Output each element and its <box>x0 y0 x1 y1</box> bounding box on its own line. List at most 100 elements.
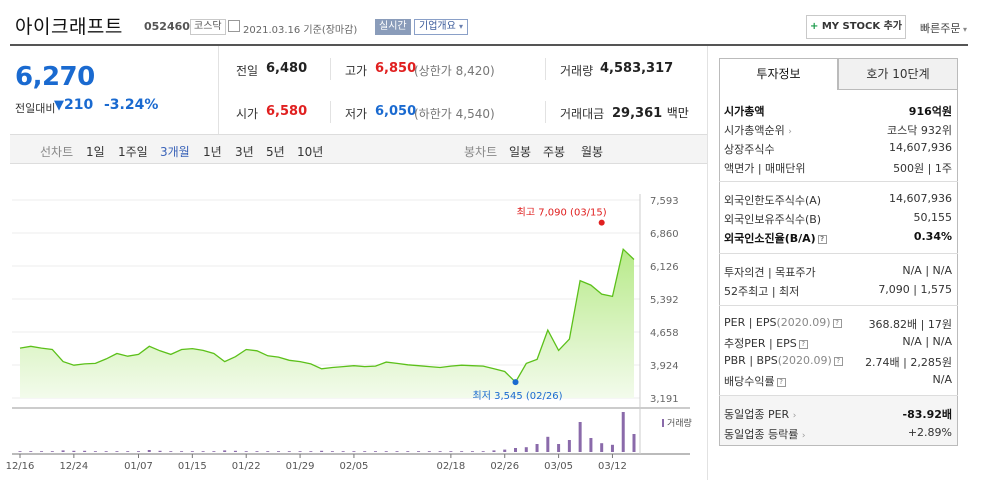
par-row: 액면가 | 매매단위 500원 | 1주 <box>724 160 952 175</box>
change-value: ▼210 <box>54 97 93 113</box>
volume-bar <box>190 451 194 452</box>
volume-bar <box>492 450 496 452</box>
chevron-down-icon: ▾ <box>960 25 968 34</box>
volume-bar <box>363 451 367 452</box>
tab-weekly[interactable]: 주봉 <box>543 145 566 159</box>
tab-1week[interactable]: 1주일 <box>118 145 148 159</box>
amount-number: 29,361 <box>612 106 663 121</box>
realtime-button[interactable]: 실시간 <box>375 19 411 35</box>
dividend-value: N/A <box>932 373 952 386</box>
volume-bar <box>567 440 571 452</box>
y-tick-label: 3,191 <box>650 394 679 405</box>
open-label: 시가 <box>236 107 259 121</box>
chevron-right-icon: › <box>801 431 806 441</box>
volume-bar <box>373 451 377 452</box>
lower-limit: (하한가 4,540) <box>414 107 495 121</box>
pbr-value: 2.74배 | 2,285원 <box>865 356 952 369</box>
stock-name: 아이크래프트 <box>15 16 123 38</box>
help-icon[interactable]: ? <box>833 357 843 366</box>
x-tick-label: 02/18 <box>436 461 465 472</box>
quick-order-link[interactable]: 빠른주문 ▾ <box>920 20 967 36</box>
x-tick-label: 12/16 <box>6 461 35 472</box>
volume-legend-swatch <box>662 419 664 427</box>
help-icon[interactable]: ? <box>776 378 786 387</box>
tab-1year[interactable]: 1년 <box>203 145 222 159</box>
x-tick-label: 01/07 <box>124 461 153 472</box>
volume-bar <box>481 451 485 452</box>
rank-label: 시가총액순위 › <box>724 124 792 137</box>
par-value: 500원 | 1주 <box>893 162 952 175</box>
help-icon[interactable]: ? <box>817 235 827 244</box>
par-label: 액면가 | 매매단위 <box>724 162 806 175</box>
volume-bar <box>136 451 140 452</box>
triangle-down-icon: ▼ <box>54 98 64 113</box>
x-tick-label: 03/12 <box>598 461 627 472</box>
foreign-limit-row: 외국인한도주식수(A) 14,607,936 <box>724 192 952 207</box>
volume-bar <box>180 451 184 452</box>
volume-bar <box>169 451 173 452</box>
amount-value: 29,361 백만 <box>612 104 689 121</box>
volume-bar <box>417 451 421 452</box>
upper-limit: (상한가 8,420) <box>414 64 495 78</box>
prev-close-value: 6,480 <box>266 61 308 76</box>
volume-bar <box>535 444 539 452</box>
tab-3year[interactable]: 3년 <box>235 145 254 159</box>
rank-row[interactable]: 시가총액순위 › 코스닥 932위 <box>724 122 952 137</box>
volume-bar <box>61 450 65 452</box>
tab-10year[interactable]: 10년 <box>297 145 324 159</box>
per-label: PER | EPS(2020.09)? <box>724 316 842 329</box>
pbr-label: PBR | BPS(2020.09)? <box>724 354 843 367</box>
low-label: 저가 <box>345 107 368 121</box>
foreign-ratio-row: 외국인소진율(B/A)? 0.34% <box>724 230 952 245</box>
divider <box>719 395 958 396</box>
y-tick-label: 7,593 <box>650 196 679 207</box>
volume-bar <box>352 451 356 452</box>
mystock-add-button[interactable]: + MY STOCK 추가 <box>806 15 906 39</box>
price-chart: 최고 7,090 (03/15) 최저 3,545 (02/26) 거래량 7,… <box>6 194 692 472</box>
volume-bar <box>212 451 216 452</box>
market-badge: 코스닥 <box>190 19 226 35</box>
volume-bar <box>578 422 582 452</box>
divider <box>218 46 219 134</box>
tab-monthly[interactable]: 월봉 <box>581 145 604 159</box>
dividend-row: 배당수익률? N/A <box>724 373 952 388</box>
volume-bar <box>255 451 259 452</box>
sector-per-label: 동일업종 PER › <box>724 408 797 421</box>
per-value: 368.82배 | 17원 <box>868 318 952 331</box>
volume-bar <box>427 451 431 452</box>
period-bar: 선차트 1일 1주일 3개월 1년 3년 5년 10년 봉차트 일봉 주봉 월봉 <box>10 134 707 164</box>
tab-invest-info[interactable]: 투자정보 <box>719 58 838 90</box>
sector-box <box>720 396 957 445</box>
panel-border <box>719 445 958 446</box>
chevron-right-icon: › <box>792 411 797 421</box>
sector-rate-row[interactable]: 동일업종 등락률 › +2.89% <box>724 426 952 441</box>
company-info-dropdown[interactable]: 기업개요 ▾ <box>414 19 469 35</box>
volume-bar <box>600 443 604 452</box>
candle-chart-label: 봉차트 <box>464 145 498 159</box>
tab-order-book[interactable]: 호가 10단계 <box>838 58 958 90</box>
x-tick-label: 02/05 <box>340 461 369 472</box>
x-tick-label: 12/24 <box>59 461 88 472</box>
sector-per-row[interactable]: 동일업종 PER › -83.92배 <box>724 406 952 421</box>
max-point <box>598 219 605 226</box>
volume-bar <box>93 451 97 452</box>
volume-bar <box>589 438 593 452</box>
foreign-hold-value: 50,155 <box>913 211 953 224</box>
foreign-hold-row: 외국인보유주식수(B) 50,155 <box>724 211 953 226</box>
panel-border <box>719 90 720 446</box>
x-tick-label: 01/22 <box>232 461 261 472</box>
help-icon[interactable]: ? <box>798 340 808 349</box>
volume-bar <box>29 451 33 452</box>
shares-label: 상장주식수 <box>724 143 775 156</box>
help-icon[interactable]: ? <box>832 319 842 328</box>
tab-5year[interactable]: 5년 <box>266 145 285 159</box>
max-label: 최고 7,090 (03/15) <box>517 207 607 219</box>
mystock-label: MY STOCK 추가 <box>821 21 903 32</box>
calendar-icon <box>228 20 240 32</box>
tab-1day[interactable]: 1일 <box>86 145 105 159</box>
change-amount: 210 <box>64 97 94 113</box>
volume-bar <box>546 436 550 452</box>
tab-3month[interactable]: 3개월 <box>160 145 190 159</box>
tab-daily[interactable]: 일봉 <box>509 145 532 159</box>
divider <box>330 101 331 123</box>
